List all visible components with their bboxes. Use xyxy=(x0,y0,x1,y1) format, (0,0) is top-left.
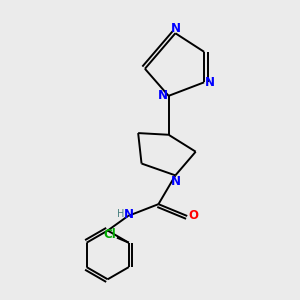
Text: H: H xyxy=(117,209,124,219)
Text: N: N xyxy=(170,175,180,188)
Text: O: O xyxy=(188,209,198,223)
Text: N: N xyxy=(124,208,134,221)
Text: N: N xyxy=(158,89,167,102)
Text: Cl: Cl xyxy=(103,228,116,242)
Text: N: N xyxy=(205,76,215,89)
Text: N: N xyxy=(170,22,180,35)
